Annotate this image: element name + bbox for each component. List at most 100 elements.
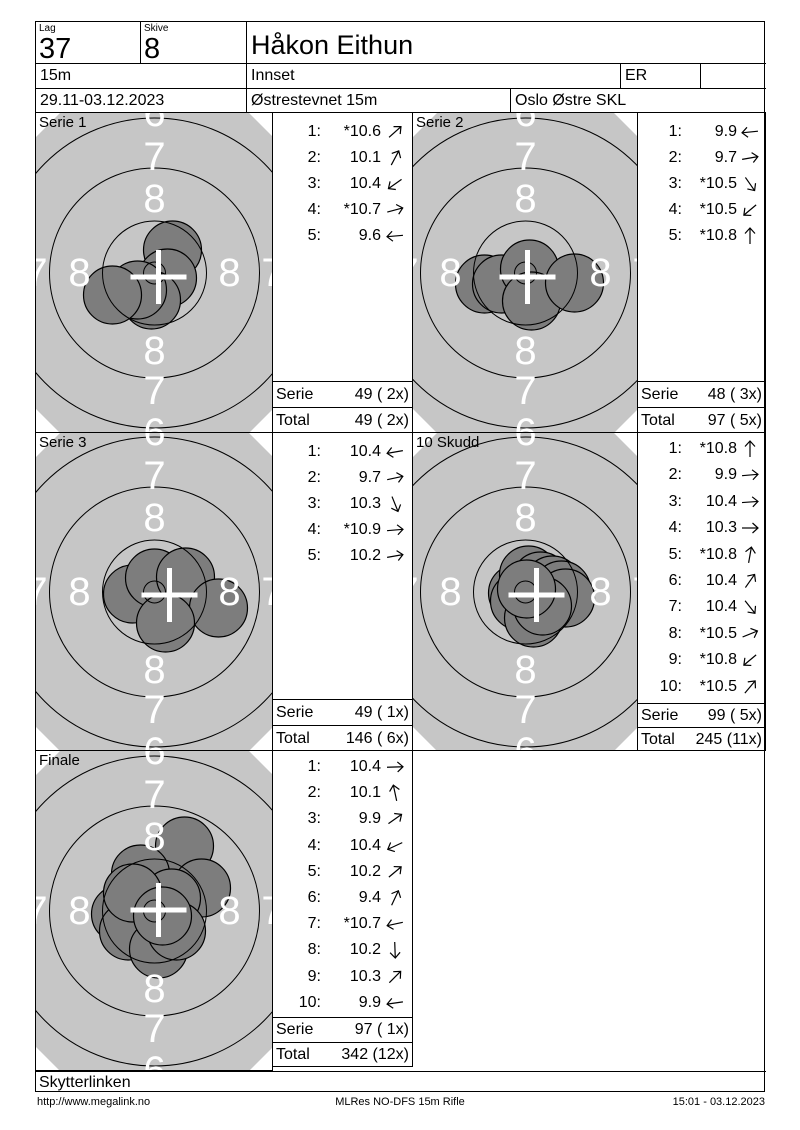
shot-direction <box>381 888 409 908</box>
ring-number-label: 8 <box>514 496 536 540</box>
footer-timestamp: 15:01 - 03.12.2023 <box>672 1096 765 1108</box>
ring-number-label: 8 <box>143 967 165 1011</box>
shot-direction <box>381 809 409 829</box>
serie-label: Serie <box>276 1021 314 1038</box>
shot-number: 2: <box>307 469 321 486</box>
shot-hole <box>132 886 193 946</box>
ring-number-label: 7 <box>514 369 536 413</box>
shot-number: 3: <box>307 495 321 512</box>
shot-direction <box>737 226 762 246</box>
shot-number: 1: <box>668 123 682 140</box>
shot-value: 10.4 <box>349 443 381 460</box>
shot-row: 5: 10.2 <box>273 859 411 885</box>
ring-number-label: 6 <box>143 411 165 433</box>
ring-number-label: 6 <box>514 411 536 433</box>
shot-hole <box>496 559 557 619</box>
shot-direction <box>737 439 762 459</box>
target-ring <box>473 539 578 645</box>
shot-number: 1: <box>668 440 682 457</box>
ring-number-label: 7 <box>413 570 419 614</box>
shot-direction <box>381 862 409 882</box>
shot-direction-arrow <box>744 573 756 588</box>
shot-direction-arrow <box>387 550 404 561</box>
shot-value: 10.2 <box>349 941 381 958</box>
ring-number-label: 7 <box>261 251 273 295</box>
ring-number-label: 8 <box>589 570 611 614</box>
shot-direction-arrow <box>389 784 400 801</box>
ring-number-label: 8 <box>143 329 165 373</box>
shot-direction <box>737 122 762 142</box>
total-label: Total <box>276 1046 310 1063</box>
shot-row: 3: 9.9 <box>273 806 411 832</box>
shot-row: 10: 9.9 <box>273 990 411 1016</box>
ring-number-label: 8 <box>143 648 165 692</box>
target-ring <box>143 580 166 604</box>
shot-number: 9: <box>668 651 682 668</box>
ring-number-label: 7 <box>514 454 536 498</box>
panel-title: Serie 3 <box>39 434 87 451</box>
lag-value: 37 <box>39 33 72 64</box>
total-value: 97 ( 5x) <box>707 411 762 429</box>
shot-direction <box>737 492 762 512</box>
ring-number-label: 7 <box>143 688 165 732</box>
total-value: 49 ( 2x) <box>354 411 409 429</box>
target-graphic: 6787887876 <box>413 433 638 750</box>
total-label: Total <box>276 411 310 429</box>
skive-value: 8 <box>144 33 161 64</box>
shot-row: 1: 10.4 <box>273 439 411 465</box>
shot-number: 6: <box>668 572 682 589</box>
shot-value: 10.2 <box>349 547 381 564</box>
ring-number-label: 8 <box>514 648 536 692</box>
shot-direction <box>737 200 762 220</box>
shot-hole <box>544 253 605 313</box>
shot-row: 3: *10.5 <box>638 171 764 197</box>
shot-direction <box>737 677 762 697</box>
shot-value: *10.7 <box>343 201 381 218</box>
shot-direction <box>381 967 409 987</box>
target-ring <box>413 436 637 748</box>
shot-number: 1: <box>307 758 321 775</box>
target-ring <box>49 167 260 379</box>
shot-value: 9.7 <box>714 149 737 166</box>
shot-direction-arrow <box>742 204 757 217</box>
date-range-cell: 29.11-03.12.2023 <box>36 89 247 113</box>
serie-label: Serie <box>276 385 314 403</box>
panel-title: 10 Skudd <box>416 434 480 451</box>
shot-direction-arrow <box>741 522 759 534</box>
shot-row: 9: *10.8 <box>638 647 764 673</box>
ring-number-label: 7 <box>632 570 638 614</box>
shot-direction <box>381 914 409 934</box>
total-row: Total 97 ( 5x) <box>638 407 765 432</box>
mpi-cross <box>534 568 539 622</box>
panel-title: Serie 2 <box>416 114 464 131</box>
shot-direction <box>737 545 762 565</box>
shot-number: 8: <box>668 625 682 642</box>
shot-direction <box>381 783 409 803</box>
target-ring <box>49 805 260 1017</box>
ring-number-label: 8 <box>514 329 536 373</box>
shot-direction <box>381 148 409 168</box>
shot-direction-arrow <box>741 496 759 508</box>
total-value: 342 (12x) <box>341 1046 409 1063</box>
shot-direction <box>381 468 409 488</box>
shot-direction-arrow <box>387 203 404 215</box>
target-panel: 6787887876Finale <box>36 751 273 1071</box>
shot-value: *10.5 <box>699 625 737 642</box>
target-panel: 6787887876Serie 1 <box>36 113 273 433</box>
mpi-cross <box>156 883 161 937</box>
shot-row: 2: 10.1 <box>273 145 411 171</box>
shot-direction <box>737 571 762 591</box>
shot-direction <box>381 226 409 246</box>
shot-number: 8: <box>307 941 321 958</box>
total-label: Total <box>276 729 310 747</box>
target-ring <box>36 117 272 429</box>
shot-row: 6: 10.4 <box>638 568 764 594</box>
shot-direction-arrow <box>386 761 404 773</box>
shot-number: 4: <box>668 201 682 218</box>
shot-number: 3: <box>668 175 682 192</box>
shot-number: 10: <box>298 994 321 1011</box>
shot-number: 5: <box>307 863 321 880</box>
shot-value: 9.9 <box>358 994 381 1011</box>
shot-number: 4: <box>307 201 321 218</box>
